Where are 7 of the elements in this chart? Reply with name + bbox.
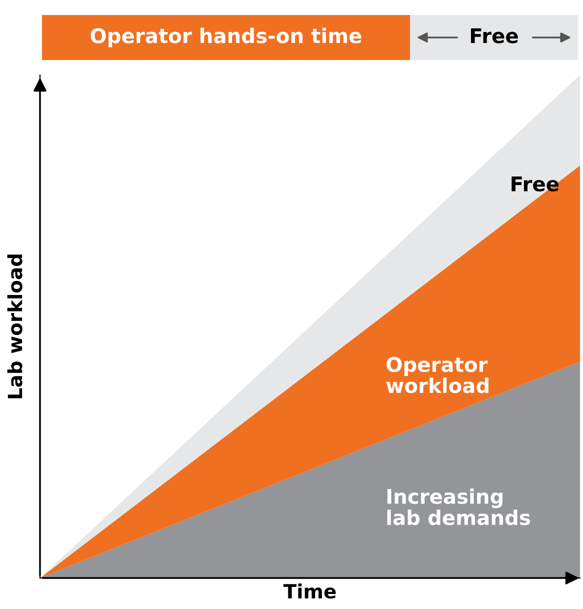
series-label: Increasing lab demands	[387, 488, 530, 526]
text: Free	[470, 28, 518, 44]
series-label: Operator workload	[386, 356, 488, 394]
y-axis-title: Lab workload	[7, 254, 22, 398]
series-label: Free	[512, 176, 559, 192]
text: Operator hands-on time	[90, 28, 362, 48]
x-axis-title: Time	[283, 584, 336, 599]
